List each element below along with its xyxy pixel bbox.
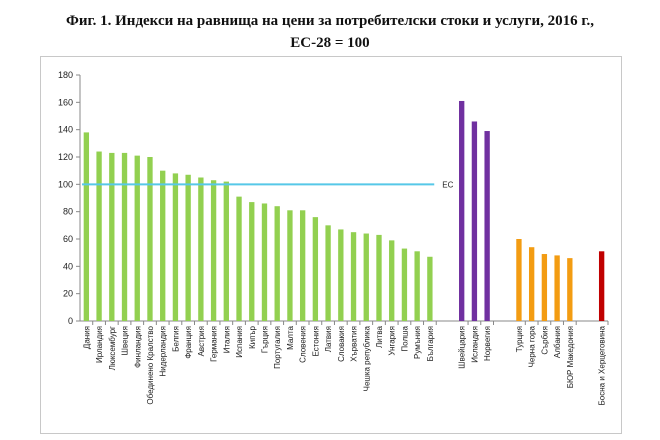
category-label: Германия bbox=[210, 326, 219, 362]
y-tick-label: 160 bbox=[58, 97, 73, 107]
category-label: Малта bbox=[286, 325, 295, 349]
y-tick-label: 100 bbox=[58, 179, 73, 189]
category-label: Австрия bbox=[197, 326, 206, 356]
category-label: Словакия bbox=[337, 326, 346, 362]
chart-title-line-1: Фиг. 1. Индекси на равнища на цени за по… bbox=[65, 13, 595, 29]
bar bbox=[287, 210, 293, 321]
category-label: Литва bbox=[375, 325, 384, 348]
bar bbox=[261, 203, 268, 321]
chart-title-line-2: ЕС-28 = 100 bbox=[290, 35, 370, 51]
category-label: Финландия bbox=[133, 326, 142, 368]
category-label: Унгария bbox=[388, 326, 397, 356]
y-tick-label: 140 bbox=[58, 125, 73, 135]
bar bbox=[350, 232, 357, 321]
category-label: Албания bbox=[553, 326, 562, 358]
category-label: Испания bbox=[235, 326, 244, 358]
y-tick-label: 20 bbox=[63, 289, 73, 299]
bar bbox=[160, 170, 166, 321]
y-tick-label: 0 bbox=[68, 316, 73, 326]
bar bbox=[598, 251, 605, 321]
bar bbox=[312, 217, 319, 321]
category-label: Нидерландия bbox=[159, 326, 168, 377]
bar bbox=[96, 151, 102, 321]
bar bbox=[249, 202, 255, 321]
category-label: Обединено Кралство bbox=[146, 325, 155, 404]
bar bbox=[223, 181, 229, 321]
category-label: Белгия bbox=[171, 326, 180, 352]
bar bbox=[541, 254, 548, 321]
bar bbox=[427, 256, 433, 321]
bar bbox=[363, 233, 369, 321]
category-label: Чешка република bbox=[362, 325, 371, 391]
y-tick-label: 80 bbox=[63, 207, 73, 217]
category-label: Хърватия bbox=[350, 326, 359, 362]
category-label: Швейцария bbox=[458, 326, 467, 369]
y-tick-label: 120 bbox=[58, 152, 73, 162]
category-label: БЮР Македония bbox=[566, 326, 575, 388]
chart-title: Фиг. 1. Индекси на равнища на цени за по… bbox=[0, 10, 660, 54]
bar bbox=[185, 174, 191, 321]
category-label: Швеция bbox=[121, 326, 130, 355]
y-tick-label: 40 bbox=[63, 261, 73, 271]
bar bbox=[376, 234, 382, 321]
bar bbox=[134, 155, 140, 321]
category-label: Ирландия bbox=[95, 326, 104, 363]
bar bbox=[83, 132, 90, 321]
bar bbox=[338, 229, 344, 321]
bar bbox=[274, 206, 280, 321]
category-label: Сърбия bbox=[540, 326, 549, 355]
bar bbox=[325, 225, 331, 321]
category-label: Турция bbox=[515, 326, 524, 352]
category-label: Италия bbox=[222, 326, 231, 353]
category-label: Естония bbox=[311, 326, 320, 357]
bar bbox=[401, 248, 408, 321]
category-label: Словения bbox=[299, 326, 308, 363]
bar bbox=[459, 100, 465, 321]
category-label: Румъния bbox=[413, 326, 422, 359]
category-label: Босна и Херцеговина bbox=[598, 325, 607, 405]
category-label: Португалия bbox=[273, 326, 282, 369]
category-label: Норвегия bbox=[483, 326, 492, 361]
bar bbox=[554, 255, 560, 321]
bar bbox=[471, 121, 478, 321]
bar bbox=[567, 258, 573, 321]
bar bbox=[299, 210, 306, 321]
bar bbox=[389, 240, 395, 321]
category-label: Кипър bbox=[248, 325, 257, 348]
category-label: Люксембург bbox=[108, 326, 117, 370]
eu-reference-label: ЕС bbox=[442, 180, 453, 189]
bar bbox=[528, 247, 535, 321]
bar bbox=[172, 173, 179, 321]
category-label: Полша bbox=[400, 325, 409, 351]
bar bbox=[147, 157, 153, 321]
category-label: Дания bbox=[82, 326, 91, 349]
category-label: Черна гора bbox=[528, 325, 537, 367]
category-label: България bbox=[426, 326, 435, 361]
bar bbox=[121, 152, 128, 321]
bar bbox=[236, 196, 242, 321]
bar bbox=[210, 180, 217, 321]
bar bbox=[484, 131, 490, 321]
category-label: Латвия bbox=[324, 326, 333, 352]
bar bbox=[109, 152, 115, 321]
y-tick-label: 180 bbox=[58, 70, 73, 80]
bar bbox=[414, 251, 420, 321]
category-label: Гърция bbox=[260, 326, 269, 353]
y-tick-label: 60 bbox=[63, 234, 73, 244]
category-label: Исландия bbox=[470, 326, 479, 363]
bar bbox=[198, 177, 204, 321]
bar bbox=[516, 239, 522, 321]
category-label: Франция bbox=[184, 326, 193, 359]
